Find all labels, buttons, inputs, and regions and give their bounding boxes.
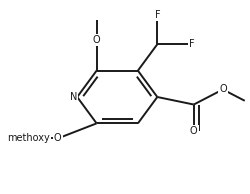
Text: O: O [93, 36, 100, 45]
Text: N: N [70, 92, 77, 102]
Text: methoxy: methoxy [7, 133, 50, 143]
Text: F: F [154, 10, 160, 20]
Text: F: F [189, 39, 194, 49]
Text: O: O [219, 84, 227, 94]
Text: O: O [54, 133, 62, 143]
Text: O: O [190, 126, 198, 136]
